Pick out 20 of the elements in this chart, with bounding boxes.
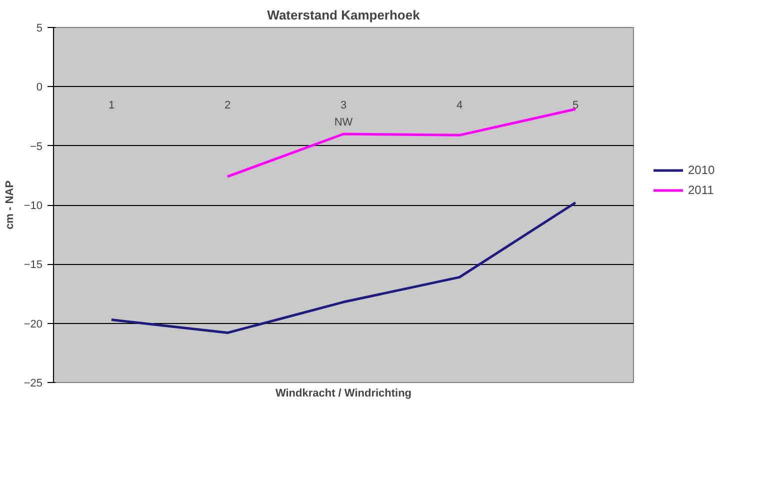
y-tick-label: −15 bbox=[24, 259, 43, 272]
y-tick-label: −25 bbox=[24, 378, 43, 390]
x-axis-title: Windkracht / Windrichting bbox=[275, 388, 412, 400]
y-tick-label: −10 bbox=[24, 200, 43, 212]
x-tick-label: 1 bbox=[108, 100, 115, 112]
chart-title: Waterstand Kamperhoek bbox=[267, 8, 421, 22]
y-tick-label: 0 bbox=[36, 82, 43, 94]
legend-label: 2010 bbox=[688, 163, 715, 177]
line-series bbox=[226, 108, 577, 178]
y-tick-label: −5 bbox=[30, 140, 43, 153]
x-tick-label: 5 bbox=[572, 100, 579, 112]
y-tick-label: 5 bbox=[36, 22, 43, 34]
y-axis-title: cm - NAP bbox=[4, 180, 16, 230]
x-tick-label: 2 bbox=[224, 100, 231, 112]
y-tick-label: −20 bbox=[24, 318, 43, 330]
annotation: NW bbox=[334, 116, 354, 129]
x-tick-label: 4 bbox=[456, 100, 463, 112]
x-tick-label: 3 bbox=[340, 100, 347, 112]
legend-label: 2011 bbox=[688, 183, 714, 197]
line-series bbox=[110, 201, 577, 334]
